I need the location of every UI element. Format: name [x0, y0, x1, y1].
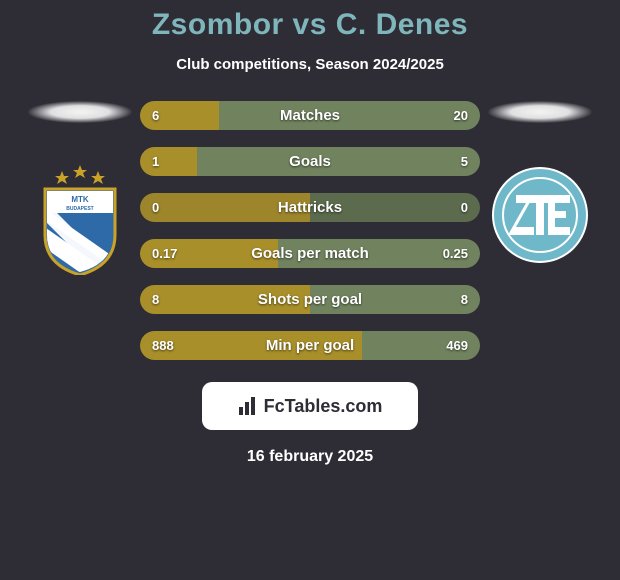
stat-bars: Matches620 Goals15 Hattricks00 Goals per ma… [140, 101, 480, 360]
svg-text:MTK: MTK [71, 195, 89, 204]
left-side: MTK BUDAPEST [20, 101, 140, 280]
comparison-panel: MTK BUDAPEST Matches620 Goals15 Hattricks0… [0, 101, 620, 360]
subtitle: Club competitions, Season 2024/2025 [176, 56, 444, 73]
brand-suffix: Tables.com [285, 396, 383, 416]
svg-text:BUDAPEST: BUDAPEST [66, 206, 94, 212]
left-glow [28, 101, 132, 123]
right-side [480, 101, 600, 270]
stat-bar: Goals15 [140, 147, 480, 176]
zte-crest-icon [490, 165, 590, 265]
stat-bar: Goals per match0.170.25 [140, 239, 480, 268]
stat-bar: Shots per goal88 [140, 285, 480, 314]
bars-icon [238, 396, 258, 416]
brand-badge: FcTables.com [202, 382, 418, 430]
page-title: Zsombor vs C. Denes [152, 8, 468, 42]
brand-prefix: Fc [264, 396, 285, 416]
right-glow [488, 101, 592, 123]
stat-bar: Min per goal888469 [140, 331, 480, 360]
stat-bar: Hattricks00 [140, 193, 480, 222]
date: 16 february 2025 [247, 448, 373, 466]
left-crest: MTK BUDAPEST [30, 165, 130, 280]
right-crest [490, 165, 590, 270]
stat-bar: Matches620 [140, 101, 480, 130]
mtk-crest-icon: MTK BUDAPEST [30, 165, 130, 275]
